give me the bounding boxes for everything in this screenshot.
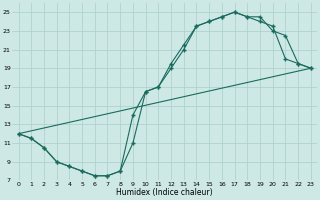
X-axis label: Humidex (Indice chaleur): Humidex (Indice chaleur) xyxy=(116,188,213,197)
